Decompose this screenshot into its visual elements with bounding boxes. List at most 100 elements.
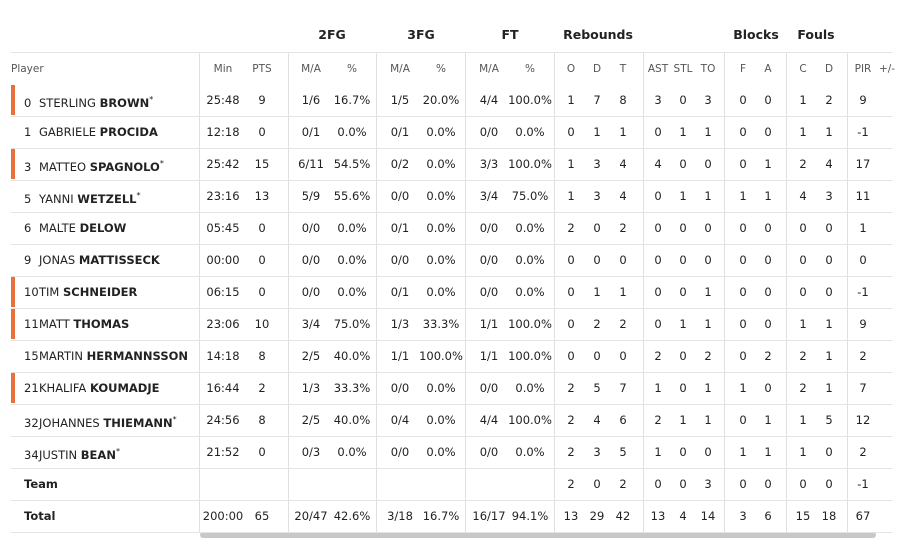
stat-cell: 8 bbox=[619, 93, 627, 107]
stat-cell: 1 bbox=[825, 125, 833, 139]
column-header: O bbox=[566, 63, 576, 75]
stat-cell: 0.0% bbox=[426, 285, 456, 299]
stat-cell: 1 bbox=[567, 93, 575, 107]
starter-mark: * bbox=[115, 447, 120, 456]
group-header: Fouls bbox=[797, 27, 835, 42]
first-name: JUSTIN bbox=[39, 447, 78, 462]
column-header: +/- bbox=[878, 63, 896, 75]
player-name: 15MARTIN HERMANNSSON bbox=[24, 349, 188, 363]
stat-cell: 100.0% bbox=[508, 349, 552, 363]
stat-cell: 1 bbox=[654, 445, 662, 459]
stat-cell: 14:18 bbox=[206, 349, 240, 363]
row-divider bbox=[11, 468, 892, 469]
stat-cell: 1 bbox=[859, 221, 867, 235]
stat-cell: 23:16 bbox=[206, 189, 240, 203]
player-number: 0 bbox=[24, 95, 32, 110]
last-name: BEAN bbox=[80, 447, 116, 462]
stat-cell: 0 bbox=[764, 381, 772, 395]
stat-cell: 0/0 bbox=[301, 285, 321, 299]
row-divider bbox=[11, 532, 892, 533]
last-name: SPAGNOLO bbox=[89, 159, 160, 174]
last-name: HERMANNSSON bbox=[86, 349, 189, 363]
stat-cell: 0/3 bbox=[301, 445, 321, 459]
last-name: BROWN bbox=[99, 95, 150, 110]
stat-cell: 1/5 bbox=[390, 93, 410, 107]
stat-cell: 1 bbox=[567, 157, 575, 171]
stat-cell: 200:00 bbox=[202, 509, 244, 523]
row-divider bbox=[11, 404, 892, 405]
stat-cell: 1 bbox=[825, 349, 833, 363]
first-name: MARTIN bbox=[39, 349, 83, 363]
stat-cell: 0.0% bbox=[515, 381, 545, 395]
stat-cell: 4 bbox=[799, 189, 807, 203]
stat-cell: 1 bbox=[567, 189, 575, 203]
last-name: DELOW bbox=[79, 221, 127, 235]
stat-cell: 3 bbox=[593, 445, 601, 459]
last-name: PROCIDA bbox=[99, 125, 158, 139]
stat-cell: -1 bbox=[857, 285, 869, 299]
stat-cell: 00:00 bbox=[206, 253, 240, 267]
stat-cell: 13 bbox=[563, 509, 579, 523]
stat-cell: 0.0% bbox=[515, 253, 545, 267]
stat-cell: 0 bbox=[654, 189, 662, 203]
stat-cell: 2 bbox=[799, 349, 807, 363]
column-header: AST bbox=[647, 63, 669, 75]
row-divider bbox=[11, 500, 892, 501]
row-divider bbox=[11, 52, 892, 53]
column-divider bbox=[199, 52, 200, 532]
stat-cell: 0/0 bbox=[479, 381, 499, 395]
column-header: TO bbox=[700, 63, 716, 75]
stat-cell: 0.0% bbox=[426, 253, 456, 267]
column-divider bbox=[288, 52, 289, 532]
last-name: KOUMADJE bbox=[89, 381, 160, 395]
column-divider bbox=[643, 52, 644, 532]
player-number: 5 bbox=[24, 191, 32, 206]
starter-mark: * bbox=[172, 415, 177, 424]
starter-mark: * bbox=[136, 191, 141, 200]
stat-cell: 0 bbox=[739, 125, 747, 139]
stat-cell: 2 bbox=[567, 221, 575, 235]
stat-cell: 0/0 bbox=[390, 445, 410, 459]
stat-cell: 7 bbox=[619, 381, 627, 395]
player-name: 9 JONAS MATTISSECK bbox=[24, 253, 160, 267]
column-divider bbox=[724, 52, 725, 532]
stat-cell: 24:56 bbox=[206, 413, 240, 427]
stat-cell: 0 bbox=[859, 253, 867, 267]
stat-cell: 0 bbox=[739, 477, 747, 491]
stat-cell: 2 bbox=[619, 317, 627, 331]
row-divider bbox=[11, 212, 892, 213]
stat-cell: 2 bbox=[567, 445, 575, 459]
group-header: FT bbox=[501, 27, 519, 42]
stat-cell: 12:18 bbox=[206, 125, 240, 139]
stat-cell: 5 bbox=[825, 413, 833, 427]
column-header: M/A bbox=[390, 63, 410, 75]
stat-cell: 0 bbox=[799, 285, 807, 299]
player-name: 3 MATTEO SPAGNOLO* bbox=[24, 157, 164, 174]
stat-cell: 0 bbox=[825, 477, 833, 491]
first-name: JONAS bbox=[39, 253, 76, 267]
stat-cell: 20/47 bbox=[294, 509, 328, 523]
first-name: TIM bbox=[39, 285, 60, 299]
stat-cell: 0 bbox=[704, 157, 712, 171]
stat-cell: 1 bbox=[799, 93, 807, 107]
stat-cell: 3 bbox=[825, 189, 833, 203]
stat-cell: 0 bbox=[764, 285, 772, 299]
stat-cell: 1 bbox=[799, 445, 807, 459]
stat-cell: 5 bbox=[619, 445, 627, 459]
stat-cell: 0.0% bbox=[426, 445, 456, 459]
player-name: 34JUSTIN BEAN* bbox=[24, 445, 120, 462]
stat-cell: 0.0% bbox=[337, 125, 367, 139]
group-header: 3FG bbox=[407, 27, 435, 42]
stat-cell: 0 bbox=[654, 221, 662, 235]
stat-cell: 2 bbox=[567, 381, 575, 395]
player-name: 6 MALTE DELOW bbox=[24, 221, 126, 235]
stat-cell: 1 bbox=[739, 189, 747, 203]
stat-cell: 3 bbox=[593, 157, 601, 171]
stat-cell: 6 bbox=[764, 509, 772, 523]
stat-cell: -1 bbox=[857, 477, 869, 491]
stat-cell: 0 bbox=[739, 253, 747, 267]
stat-cell: 0 bbox=[654, 253, 662, 267]
column-header: Min bbox=[213, 63, 233, 75]
stat-cell: 4/4 bbox=[479, 413, 499, 427]
stat-cell: 55.6% bbox=[333, 189, 371, 203]
